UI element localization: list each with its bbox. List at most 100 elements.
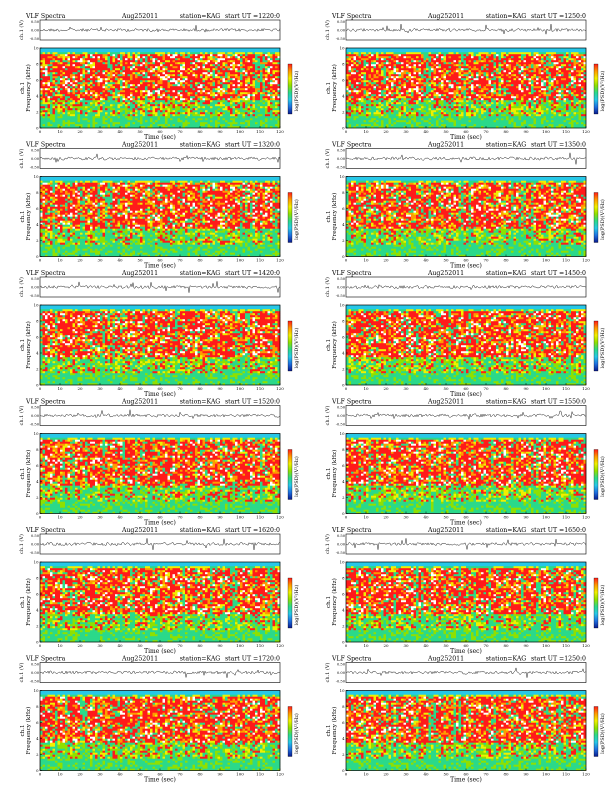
spectrogram-cell bbox=[140, 110, 143, 112]
spectrogram-cell bbox=[145, 74, 148, 76]
spectrogram-cell bbox=[100, 52, 103, 54]
spectrogram-cell bbox=[48, 98, 51, 100]
spectrogram-cell bbox=[90, 106, 93, 108]
spectrogram-cell bbox=[138, 122, 141, 124]
spectrogram-cell bbox=[45, 70, 48, 72]
spectrogram-cell bbox=[53, 84, 56, 86]
spectrogram-cell bbox=[160, 58, 163, 60]
spectrogram-cell bbox=[168, 54, 171, 56]
spectrogram-cell bbox=[158, 66, 161, 68]
spectrogram-cell bbox=[110, 90, 113, 92]
spectrogram-cell bbox=[103, 50, 106, 52]
spectrogram-cell bbox=[130, 74, 133, 76]
spectrogram-cell bbox=[48, 90, 51, 92]
spectrogram-cell bbox=[90, 54, 93, 56]
spectrogram-cell bbox=[55, 110, 58, 112]
spectrogram-cell bbox=[133, 102, 136, 104]
spectrogram-cell bbox=[123, 122, 126, 124]
spectrogram-cell bbox=[143, 122, 146, 124]
spectrogram-cell bbox=[170, 106, 173, 108]
spectrogram-cell bbox=[60, 106, 63, 108]
spectrogram-cell bbox=[50, 112, 53, 114]
spectrogram-cell bbox=[105, 118, 108, 120]
spectrogram-cell bbox=[115, 62, 118, 64]
spectrogram-cell bbox=[160, 64, 163, 66]
spectrogram-cell bbox=[163, 110, 166, 112]
spectrogram-cell bbox=[55, 92, 58, 94]
spectrogram-cell bbox=[85, 116, 88, 118]
spectrogram-cell bbox=[138, 88, 141, 90]
spectrogram-cell bbox=[118, 124, 121, 126]
spectrogram-cell bbox=[88, 68, 91, 70]
spectrogram-cell bbox=[155, 98, 158, 100]
spectrogram-cell bbox=[115, 124, 118, 126]
spectrogram-cell bbox=[120, 60, 123, 62]
spectrogram-cell bbox=[150, 90, 153, 92]
spectrogram-cell bbox=[160, 104, 163, 106]
spectrogram-cell bbox=[75, 122, 78, 124]
spectrogram-cell bbox=[78, 72, 81, 74]
spectrogram-cell bbox=[83, 60, 86, 62]
spectrogram-cell bbox=[115, 66, 118, 68]
spectrogram-cell bbox=[88, 56, 91, 58]
spectrogram-cell bbox=[100, 64, 103, 66]
spectrogram-cell bbox=[113, 106, 116, 108]
spectrogram-cell bbox=[105, 88, 108, 90]
spectrogram-cell bbox=[48, 88, 51, 90]
spectrogram-cell bbox=[113, 62, 116, 64]
spectrogram-cell bbox=[123, 120, 126, 122]
spectrogram-cell bbox=[83, 116, 86, 118]
spectrogram-cell bbox=[110, 80, 113, 82]
spectrogram-cell bbox=[75, 94, 78, 96]
spectra-panel-1: VLF SpectraAug252011station=KAGstart UT … bbox=[18, 13, 300, 141]
spectrogram-cell bbox=[153, 62, 156, 64]
spectrogram-cell bbox=[88, 50, 91, 52]
spectrogram-cell bbox=[138, 66, 141, 68]
spectrogram-cell bbox=[120, 74, 123, 76]
spectrogram-cell bbox=[43, 78, 46, 80]
spectrogram-cell bbox=[163, 118, 166, 120]
spectrogram-cell bbox=[145, 100, 148, 102]
spectrogram-cell bbox=[153, 106, 156, 108]
spectrogram-cell bbox=[95, 58, 98, 60]
spectrogram-cell bbox=[103, 100, 106, 102]
spectrogram-cell bbox=[90, 122, 93, 124]
spectrogram-cell bbox=[50, 94, 53, 96]
spectrogram-cell bbox=[58, 62, 61, 64]
spectrogram-cell bbox=[58, 68, 61, 70]
spectrogram-cell bbox=[85, 62, 88, 64]
waveform-ytick-label: -0.50 bbox=[30, 37, 40, 41]
spectrogram-cell bbox=[150, 118, 153, 120]
spectrogram-cell bbox=[160, 52, 163, 54]
spectrogram-cell bbox=[115, 120, 118, 122]
spectrogram-cell bbox=[128, 82, 131, 84]
spectrogram-cell bbox=[150, 70, 153, 72]
spectrogram-cell bbox=[98, 100, 101, 102]
panel-start-time: start UT =1220:0 bbox=[225, 13, 280, 20]
spectrogram-cell bbox=[85, 92, 88, 94]
spectrogram-cell bbox=[145, 58, 148, 60]
spectrogram-cell bbox=[120, 58, 123, 60]
spectrogram-cell bbox=[155, 80, 158, 82]
spectrogram-cell bbox=[115, 98, 118, 100]
spectrogram-cell bbox=[58, 72, 61, 74]
spectrogram-cell bbox=[53, 82, 56, 84]
spectrogram-cell bbox=[80, 92, 83, 94]
spectrogram-cell bbox=[50, 66, 53, 68]
spectrogram-cell bbox=[125, 72, 128, 74]
spectrogram-cell bbox=[48, 86, 51, 88]
spectrogram-cell bbox=[108, 108, 111, 110]
spectrogram-cell bbox=[63, 118, 66, 120]
spectrogram-cell bbox=[45, 68, 48, 70]
spectrogram-cell bbox=[50, 122, 53, 124]
spectrogram-cell bbox=[65, 104, 68, 106]
spectrogram-cell bbox=[138, 68, 141, 70]
spectrogram-cell bbox=[123, 56, 126, 58]
spectrogram-cell bbox=[138, 84, 141, 86]
spectrogram-cell bbox=[63, 106, 66, 108]
spectrogram-cell bbox=[80, 62, 83, 64]
spectrogram-cell bbox=[93, 110, 96, 112]
spectrogram-cell bbox=[80, 100, 83, 102]
spectrogram-cell bbox=[135, 84, 138, 86]
spectrogram-cell bbox=[145, 76, 148, 78]
